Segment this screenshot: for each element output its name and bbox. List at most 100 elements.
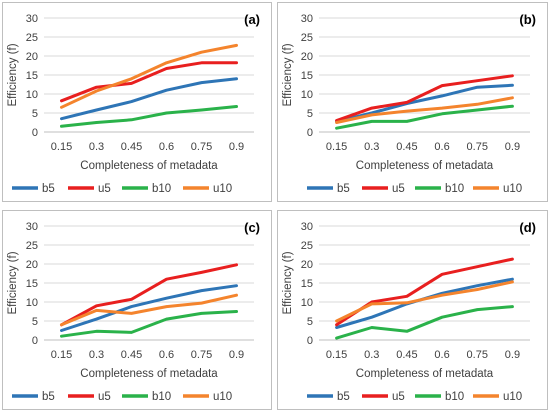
x-tick-label: 0.45: [121, 141, 142, 153]
data-point-u5: [60, 99, 63, 103]
series-line-b5: [60, 77, 238, 121]
y-axis-title: Efficiency (f): [282, 43, 294, 106]
data-point-b5: [60, 117, 63, 120]
panel-border: [2, 210, 272, 410]
panel-label: (a): [244, 12, 260, 27]
data-point-u5: [200, 271, 203, 274]
data-point-b10: [370, 326, 373, 329]
chart-panel-1: 0 5 10 15 20 25 30 0.15 0.3 0.45 0.6 0.75 0.9 Complet…: [2, 2, 272, 202]
x-tick-label: 0.3: [89, 141, 104, 153]
y-tick-label: 5: [32, 108, 38, 120]
x-tick-label: 0.3: [89, 349, 104, 361]
y-tick-label: 0: [32, 335, 38, 347]
x-tick-label: 0.3: [364, 141, 379, 153]
legend-label-u10: u10: [503, 183, 522, 195]
x-tick-label: 0.15: [326, 141, 347, 153]
series-line-u5: [60, 61, 238, 103]
data-point-b5: [335, 326, 338, 329]
legend-label-b5: b5: [337, 183, 350, 195]
data-point-b10: [405, 120, 409, 123]
data-point-u10: [200, 301, 203, 305]
data-point-b5: [235, 284, 238, 287]
series-line-u5: [60, 263, 238, 327]
x-tick-label: 0.75: [467, 349, 488, 361]
x-tick-label: 0.75: [191, 141, 212, 153]
x-tick-label: 0.9: [505, 141, 520, 153]
chart-panel-4: 0 5 10 15 20 25 30 0.15 0.3 0.45 0.6 0.75 0.9 Complet…: [277, 210, 548, 410]
data-point-b10: [440, 112, 444, 115]
panel-label: (d): [519, 220, 536, 235]
y-tick-label: 20: [26, 259, 38, 271]
data-point-u5: [95, 85, 98, 89]
series-line-b5: [60, 284, 238, 332]
data-point-u5: [476, 265, 479, 268]
x-axis-title: Completeness of metadata: [80, 160, 218, 172]
series-line-u10: [60, 43, 238, 109]
data-point-b10: [476, 108, 479, 112]
series-line-u10: [60, 293, 238, 327]
data-point-u10: [370, 113, 373, 117]
data-point-b5: [511, 84, 514, 87]
data-point-u10: [476, 288, 479, 291]
x-tick-label: 0.9: [229, 349, 244, 361]
y-tick-label: 15: [301, 278, 313, 290]
y-tick-label: 25: [301, 32, 313, 44]
x-tick-label: 0.45: [396, 141, 417, 153]
y-tick-label: 10: [301, 297, 313, 309]
x-tick-label: 0.15: [326, 349, 347, 361]
data-point-b5: [200, 289, 203, 292]
y-tick-label: 30: [26, 13, 38, 25]
legend-label-b5: b5: [337, 391, 350, 403]
y-tick-label: 5: [32, 316, 38, 328]
y-tick-label: 5: [307, 108, 313, 120]
series-line-b5: [335, 83, 514, 123]
data-point-u10: [95, 309, 98, 312]
data-point-u10: [235, 293, 238, 297]
data-point-u5: [405, 295, 409, 298]
data-point-b10: [511, 104, 514, 108]
data-point-u10: [511, 280, 514, 284]
data-point-b5: [476, 85, 479, 89]
data-point-u5: [95, 304, 98, 307]
y-axis-title: Efficiency (f): [7, 251, 19, 314]
legend-label-b10: b10: [445, 183, 464, 195]
data-point-u10: [405, 301, 409, 304]
legend-label-u10: u10: [503, 391, 522, 403]
x-tick-label: 0.15: [51, 141, 72, 153]
series-line-u10: [335, 280, 514, 323]
x-tick-label: 0.6: [159, 141, 174, 153]
y-tick-label: 0: [307, 127, 313, 139]
data-point-b10: [165, 317, 168, 321]
data-point-b5: [60, 329, 63, 332]
data-point-u10: [60, 106, 63, 109]
data-point-u5: [130, 298, 133, 301]
x-tick-label: 0.6: [159, 349, 174, 361]
data-point-b10: [235, 310, 238, 313]
data-point-b10: [95, 330, 98, 333]
data-point-u5: [235, 263, 238, 266]
data-point-b5: [130, 305, 133, 308]
data-point-b10: [200, 312, 203, 315]
x-axis-title: Completeness of metadata: [356, 368, 494, 380]
series-line-u10: [335, 96, 514, 124]
y-tick-label: 5: [307, 316, 313, 328]
data-point-u10: [60, 323, 63, 326]
data-point-b5: [235, 77, 238, 81]
panel-border: [2, 2, 272, 202]
data-point-u5: [165, 278, 168, 281]
x-tick-label: 0.45: [396, 349, 417, 361]
legend-label-b5: b5: [42, 183, 55, 195]
panel-label: (c): [244, 220, 260, 235]
legend-label-u5: u5: [392, 183, 405, 195]
y-tick-label: 25: [26, 32, 38, 44]
y-tick-label: 10: [26, 297, 38, 309]
legend-label-u10: u10: [213, 391, 232, 403]
data-point-b10: [165, 111, 168, 115]
y-axis-title: Efficiency (f): [7, 43, 19, 106]
legend-label-u5: u5: [98, 183, 111, 195]
data-point-u10: [200, 51, 203, 54]
y-tick-label: 20: [301, 259, 313, 271]
panel-label: (b): [519, 12, 536, 27]
data-point-b10: [130, 331, 133, 334]
data-point-b10: [476, 308, 479, 311]
